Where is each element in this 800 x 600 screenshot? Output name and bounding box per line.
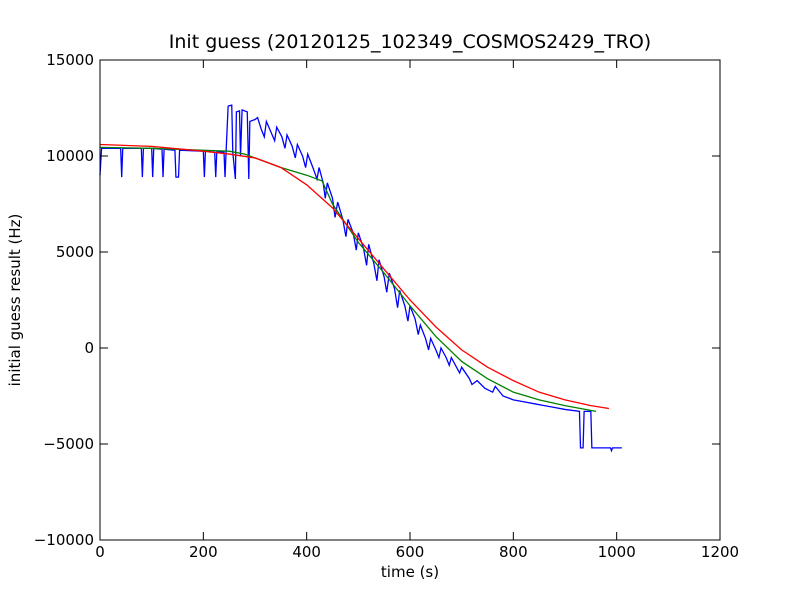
chart-title: Init guess (20120125_102349_COSMOS2429_T… xyxy=(169,31,651,53)
data-line xyxy=(99,146,597,412)
y-tick-label: 5000 xyxy=(56,243,94,261)
x-tick-label: 200 xyxy=(189,543,218,561)
data-line xyxy=(99,143,610,410)
x-tick-label: 1200 xyxy=(701,543,739,561)
x-tick-label: 400 xyxy=(292,543,321,561)
x-tick-label: 0 xyxy=(95,543,105,561)
y-tick-label: 0 xyxy=(84,339,94,357)
x-axis-label: time (s) xyxy=(381,563,439,581)
x-tick-label: 800 xyxy=(499,543,528,561)
x-tick-label: 1000 xyxy=(598,543,636,561)
x-tick-label: 600 xyxy=(396,543,425,561)
plot-frame xyxy=(99,59,721,541)
y-tick-label: 10000 xyxy=(46,147,94,165)
y-tick-label: −10000 xyxy=(34,531,94,549)
y-tick-label: 15000 xyxy=(46,51,94,69)
data-line xyxy=(99,104,622,453)
y-axis-label: initial guess result (Hz) xyxy=(6,214,24,387)
y-tick-label: −5000 xyxy=(43,435,94,453)
